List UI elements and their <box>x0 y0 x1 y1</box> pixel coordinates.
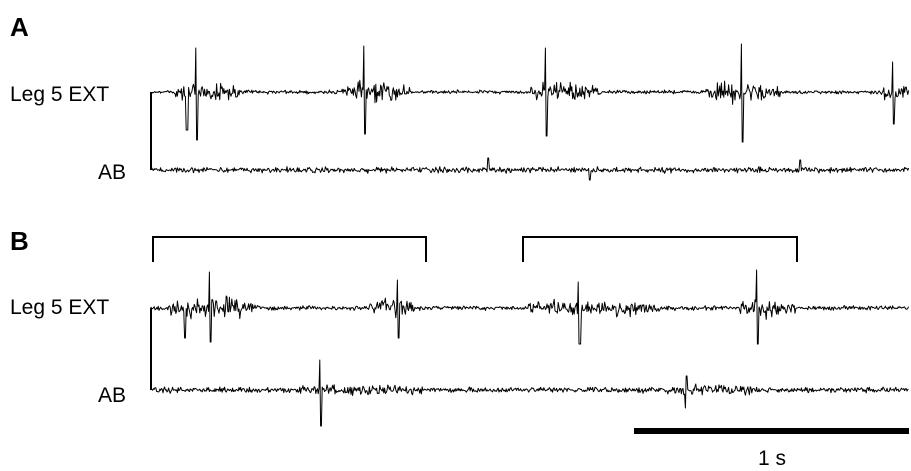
panel-a-leg5-ext-trace <box>150 43 910 143</box>
scale-bar-label: 1 s <box>758 447 787 470</box>
panel-a-leg5-ext-label: Leg 5 EXT <box>10 83 110 106</box>
panel-b-burst-bracket-2 <box>522 236 798 262</box>
panel-a-letter: A <box>10 12 29 42</box>
panel-b-leg5-ext-label: Leg 5 EXT <box>10 296 110 319</box>
panel-b-letter: B <box>10 226 29 256</box>
panel-b-burst-bracket-1 <box>152 236 427 262</box>
panel-b-leg5-ext-trace <box>150 269 910 345</box>
panel-b-ab-label: AB <box>98 384 127 407</box>
panel-a-ab-trace <box>150 157 910 181</box>
panel-b-ab-trace <box>150 359 909 427</box>
panel-a-ab-label: AB <box>98 161 127 184</box>
